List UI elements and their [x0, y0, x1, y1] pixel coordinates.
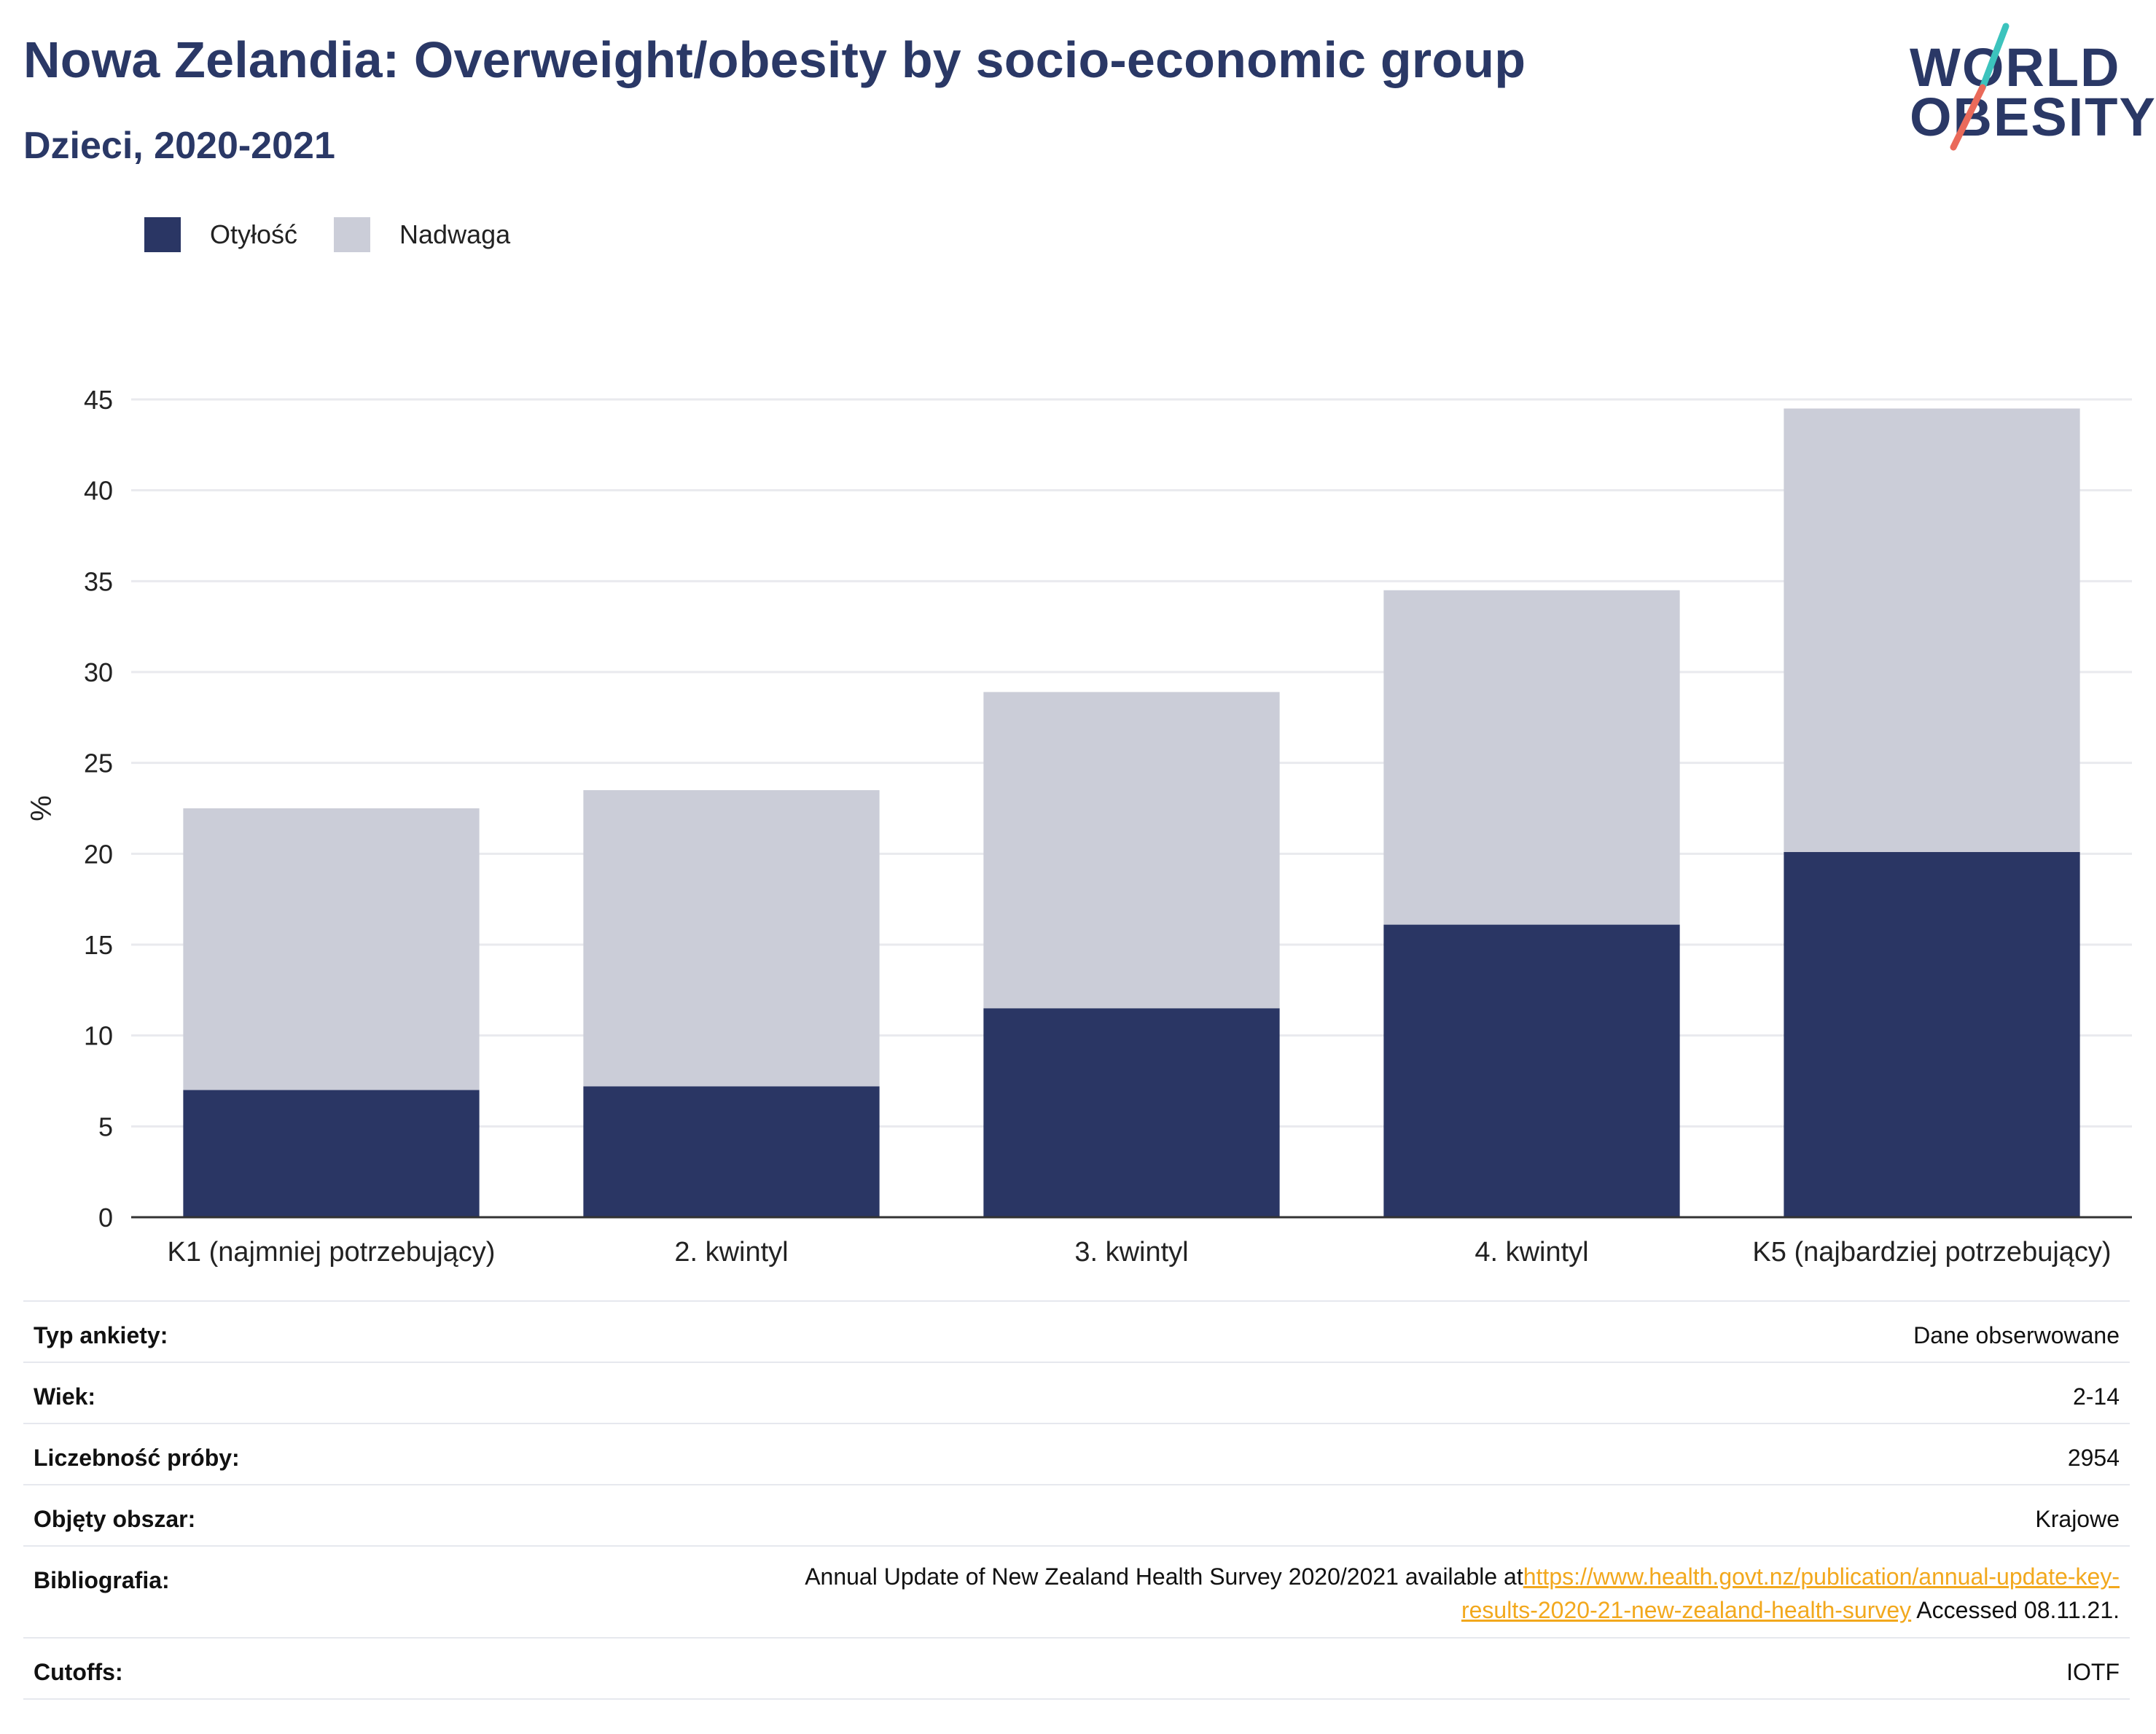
info-key-area: Objęty obszar: — [23, 1484, 319, 1546]
y-axis-title: % — [26, 795, 58, 821]
metadata-table: Typ ankiety: Dane obserwowane Wiek: 2-14… — [23, 1300, 2130, 1700]
chart-subtitle: Dzieci, 2020-2021 — [23, 125, 335, 167]
chart-title: Nowa Zelandia: Overweight/obesity by soc… — [23, 31, 1526, 88]
bar-overweight-4 — [1383, 590, 1680, 925]
logo-slash-icon — [1950, 23, 2009, 151]
info-row-sample-size: Liczebność próby: 2954 — [23, 1423, 2130, 1485]
bibliography-text: Annual Update of New Zealand Health Surv… — [805, 1563, 1523, 1590]
x-tick-label-3: 3. kwintyl — [1074, 1237, 1188, 1268]
chart-legend: Otyłość Nadwaga — [144, 217, 547, 252]
info-value-area: Krajowe — [319, 1484, 2130, 1546]
y-tick-label-45: 45 — [84, 385, 113, 415]
info-value-bibliography: Annual Update of New Zealand Health Surv… — [319, 1545, 2130, 1638]
legend-item-obesity[interactable]: Otyłość — [144, 217, 297, 252]
bar-overweight-5 — [1784, 408, 2080, 852]
legend-item-overweight[interactable]: Nadwaga — [334, 217, 510, 252]
bibliography-suffix: Accessed 08.11.21. — [1911, 1597, 2120, 1623]
bibliography-link-line2: results-2020-21-new-zealand-health-surve… — [1461, 1597, 1912, 1623]
bar-overweight-2 — [583, 790, 880, 1087]
bar-obesity-4 — [1383, 924, 1680, 1217]
y-tick-label-40: 40 — [84, 476, 113, 506]
info-row-survey-type: Typ ankiety: Dane obserwowane — [23, 1300, 2130, 1362]
bar-overweight-1 — [183, 808, 480, 1090]
stacked-bar-chart: 0 5 10 15 20 25 30 35 40 45% K1 (najmniej potrzebu… — [26, 385, 2132, 1268]
bibliography-link[interactable]: https://www.health.govt.nz/publication/a… — [1461, 1563, 2120, 1623]
info-value-sample-size: 2954 — [319, 1423, 2130, 1485]
info-key-sample-size: Liczebność próby: — [23, 1423, 319, 1485]
legend-label-overweight: Nadwaga — [399, 219, 511, 249]
bar-obesity-1 — [183, 1090, 480, 1217]
y-tick-label-15: 15 — [84, 930, 113, 960]
info-value-age: 2-14 — [319, 1362, 2130, 1423]
info-key-age: Wiek: — [23, 1362, 319, 1423]
info-value-survey-type: Dane obserwowane — [319, 1300, 2130, 1362]
y-tick-label-20: 20 — [84, 839, 113, 869]
y-tick-label-30: 30 — [84, 657, 113, 687]
y-tick-label-5: 5 — [98, 1112, 113, 1141]
bar-obesity-5 — [1784, 851, 2080, 1217]
y-tick-label-25: 25 — [84, 749, 113, 778]
bar-obesity-2 — [583, 1086, 880, 1217]
x-tick-label-5: K5 (najbardziej potrzebujący) — [1752, 1237, 2111, 1268]
legend-swatch-overweight — [334, 217, 371, 252]
info-row-age: Wiek: 2-14 — [23, 1362, 2130, 1423]
y-tick-label-10: 10 — [84, 1021, 113, 1051]
info-key-survey-type: Typ ankiety: — [23, 1300, 319, 1362]
info-key-cutoffs: Cutoffs: — [23, 1637, 319, 1700]
info-row-cutoffs: Cutoffs: IOTF — [23, 1637, 2130, 1700]
y-tick-label-0: 0 — [98, 1203, 113, 1233]
x-tick-label-2: 2. kwintyl — [674, 1237, 788, 1268]
bibliography-link-line1: https://www.health.govt.nz/publication/a… — [1523, 1563, 2120, 1590]
logo-line2: OBESITY — [1910, 87, 2156, 147]
x-tick-label-1: K1 (najmniej potrzebujący) — [168, 1237, 496, 1268]
y-tick-label-35: 35 — [84, 566, 113, 596]
world-obesity-logo: WORLD OBESITY — [1895, 15, 2155, 160]
bar-overweight-3 — [983, 692, 1280, 1009]
x-tick-label-4: 4. kwintyl — [1475, 1237, 1588, 1268]
legend-swatch-obesity — [144, 217, 181, 252]
legend-label-obesity: Otyłość — [210, 219, 298, 249]
info-key-bibliography: Bibliografia: — [23, 1545, 319, 1638]
logo-line1: WORLD — [1910, 37, 2121, 98]
info-value-cutoffs: IOTF — [319, 1637, 2130, 1700]
info-row-bibliography: Bibliografia: Annual Update of New Zeala… — [23, 1545, 2130, 1638]
info-row-area: Objęty obszar: Krajowe — [23, 1484, 2130, 1546]
bar-obesity-3 — [983, 1008, 1280, 1217]
